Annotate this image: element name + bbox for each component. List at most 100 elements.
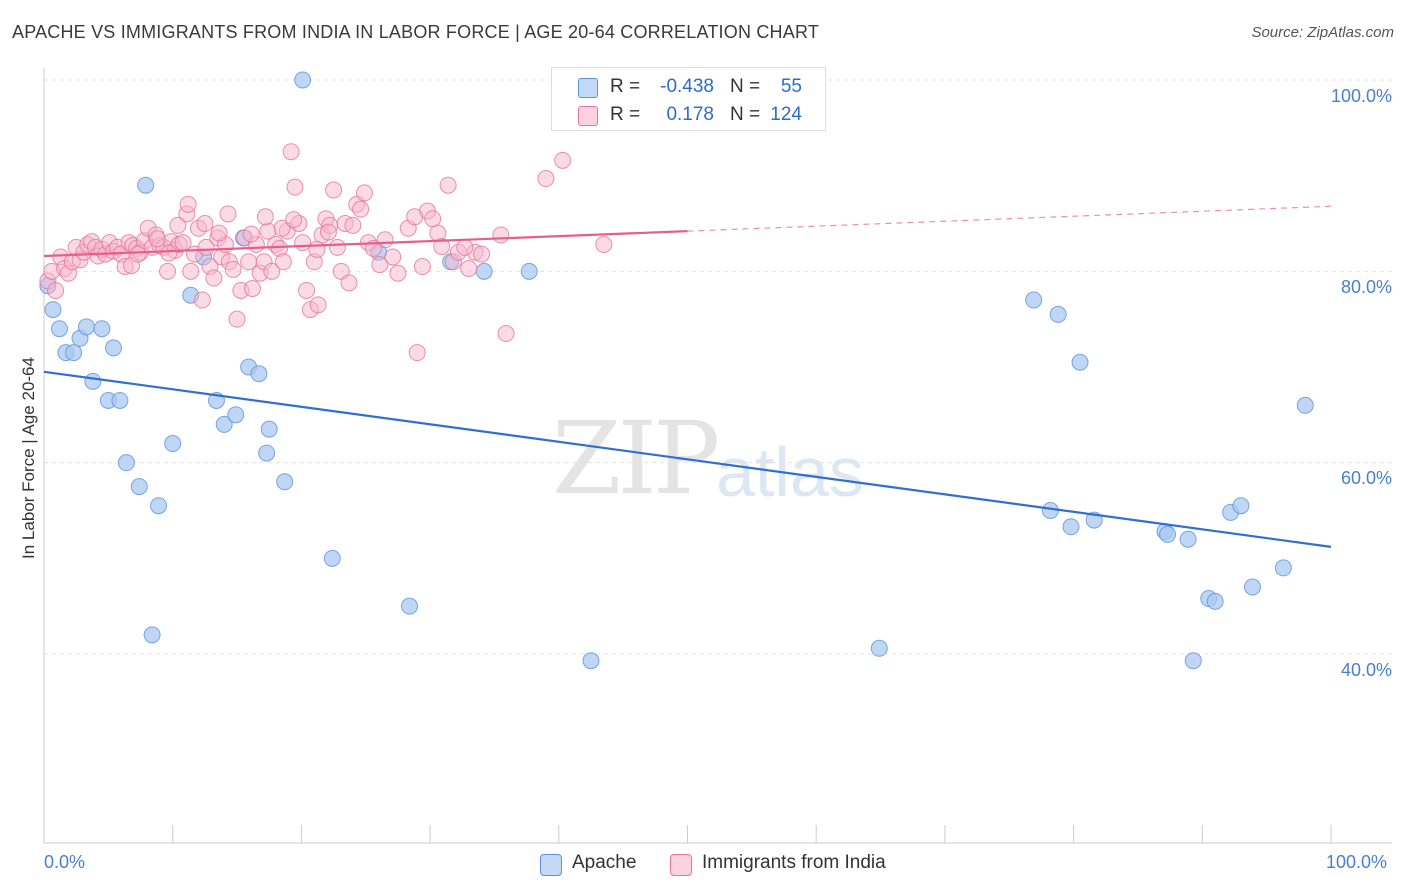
- india-point: [129, 245, 147, 263]
- india-point: [228, 310, 246, 328]
- apache-point: [1049, 305, 1067, 323]
- india-point: [274, 253, 292, 271]
- legend-row-apache: R = -0.438 N = 55: [552, 73, 825, 101]
- india-point: [308, 240, 326, 258]
- india-trend-line: [43, 230, 688, 258]
- apache-point: [77, 318, 95, 336]
- legend-swatch: [540, 854, 562, 876]
- india-point: [424, 210, 442, 228]
- india-point: [182, 262, 200, 280]
- legend-n-label: N =: [730, 76, 761, 97]
- legend-r-value: 0.178: [666, 104, 714, 125]
- india-point: [242, 225, 260, 243]
- india-point: [408, 344, 426, 362]
- india-point: [273, 219, 291, 237]
- apache-point: [258, 444, 276, 462]
- y-tick-label: 100.0%: [1330, 86, 1392, 106]
- apache-point: [1296, 396, 1314, 414]
- apache-point: [117, 454, 135, 472]
- india-point: [389, 264, 407, 282]
- apache-point: [276, 473, 294, 491]
- india-point: [473, 245, 491, 263]
- apache-point: [227, 406, 245, 424]
- india-point: [160, 244, 178, 262]
- y-axis-label: In Labor Force | Age 20-64: [19, 357, 38, 559]
- apache-point: [84, 372, 102, 390]
- india-point: [537, 170, 555, 188]
- apache-point: [1025, 291, 1043, 309]
- india-point: [371, 256, 389, 274]
- apache-point: [401, 597, 419, 615]
- apache-point: [1206, 592, 1224, 610]
- india-point: [554, 151, 572, 169]
- india-point: [47, 281, 65, 299]
- apache-point: [1062, 518, 1080, 536]
- apache-point: [870, 639, 888, 657]
- india-point: [243, 280, 261, 298]
- legend-label: Apache: [572, 852, 637, 873]
- apache-point: [1232, 497, 1250, 515]
- watermark-atlas: atlas: [716, 433, 864, 511]
- india-point: [169, 216, 187, 234]
- legend-r-label: R =: [610, 76, 641, 97]
- legend-n-label: N =: [730, 104, 761, 125]
- apache-trend-line: [43, 370, 1332, 548]
- india-point: [319, 223, 337, 241]
- india-point: [219, 205, 237, 223]
- india-point: [205, 269, 223, 287]
- india-point: [309, 296, 327, 314]
- y-tick-label: 60.0%: [1340, 468, 1392, 488]
- india-point: [439, 176, 457, 194]
- india-point: [224, 260, 242, 278]
- y-tick-label: 40.0%: [1340, 660, 1392, 680]
- india-point: [210, 224, 228, 242]
- legend-row-india: R = 0.178 N = 124: [552, 101, 825, 129]
- india-point: [433, 237, 451, 255]
- india-point: [193, 291, 211, 309]
- apache-point: [520, 262, 538, 280]
- y-tick-label: 80.0%: [1340, 277, 1392, 297]
- legend-swatch: [670, 854, 692, 876]
- india-point: [497, 325, 515, 343]
- india-point: [340, 274, 358, 292]
- apache-point: [143, 626, 161, 644]
- apache-point: [1179, 530, 1197, 548]
- india-point: [492, 226, 510, 244]
- india-point: [325, 181, 343, 199]
- x-tick-label: 100.0%: [1326, 852, 1388, 872]
- india-trend-extension: [687, 205, 1332, 232]
- india-point: [285, 211, 303, 229]
- legend-r-label: R =: [610, 104, 641, 125]
- apache-point: [294, 71, 312, 89]
- apache-point: [582, 652, 600, 670]
- apache-point: [104, 339, 122, 357]
- india-point: [406, 208, 424, 226]
- legend-label: Immigrants from India: [702, 852, 886, 873]
- apache-point: [44, 301, 62, 319]
- india-point: [456, 238, 474, 256]
- india-point: [256, 208, 274, 226]
- apache-point: [111, 391, 129, 409]
- legend-n-value: 124: [770, 104, 802, 125]
- apache-point: [50, 320, 68, 338]
- legend-n-value: 55: [780, 76, 802, 97]
- correlation-legend: R = -0.438 N = 55 R = 0.178 N = 124: [551, 67, 826, 131]
- apache-point: [137, 176, 155, 194]
- india-point: [344, 216, 362, 234]
- india-point: [263, 262, 281, 280]
- legend-swatch: [578, 106, 598, 126]
- apache-point: [93, 320, 111, 338]
- india-point: [294, 234, 312, 252]
- india-point: [196, 215, 214, 232]
- india-point: [384, 248, 402, 266]
- apache-point: [1274, 559, 1292, 577]
- india-point: [355, 184, 373, 202]
- india-point: [179, 195, 197, 213]
- apache-point: [65, 344, 83, 362]
- india-point: [352, 200, 370, 218]
- apache-point: [164, 435, 182, 453]
- apache-point: [215, 415, 233, 433]
- apache-point: [1159, 525, 1177, 543]
- source-label: Source: ZipAtlas.com: [1251, 24, 1394, 41]
